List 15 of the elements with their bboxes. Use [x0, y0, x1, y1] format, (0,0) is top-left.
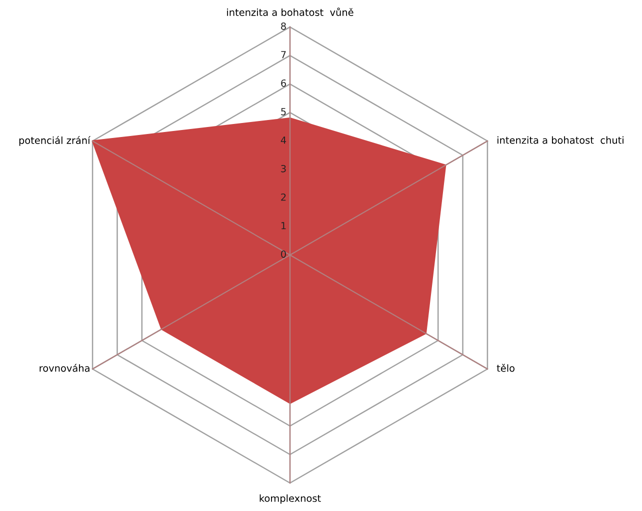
spoke-label: intenzita a bohatost vůně [227, 8, 354, 16]
spoke-label: komplexnost [260, 494, 321, 504]
y-tick-label: 3 [281, 164, 286, 172]
y-tick-label: 4 [280, 136, 286, 144]
spoke-label: rovnováha [40, 364, 90, 372]
y-tick-label: 1 [281, 222, 286, 230]
spoke-label: tělo [496, 364, 514, 372]
y-tick-label: 0 [281, 250, 286, 258]
y-tick-label: 2 [281, 193, 286, 201]
spoke-label: intenzita a bohatost chuti [497, 136, 624, 144]
y-tick-label: 8 [281, 22, 286, 30]
y-tick-label: 7 [281, 51, 286, 58]
spoke-label: potenciál zrání [19, 136, 91, 146]
y-tick-label: 5 [281, 108, 286, 116]
y-tick-label: 6 [281, 79, 286, 87]
